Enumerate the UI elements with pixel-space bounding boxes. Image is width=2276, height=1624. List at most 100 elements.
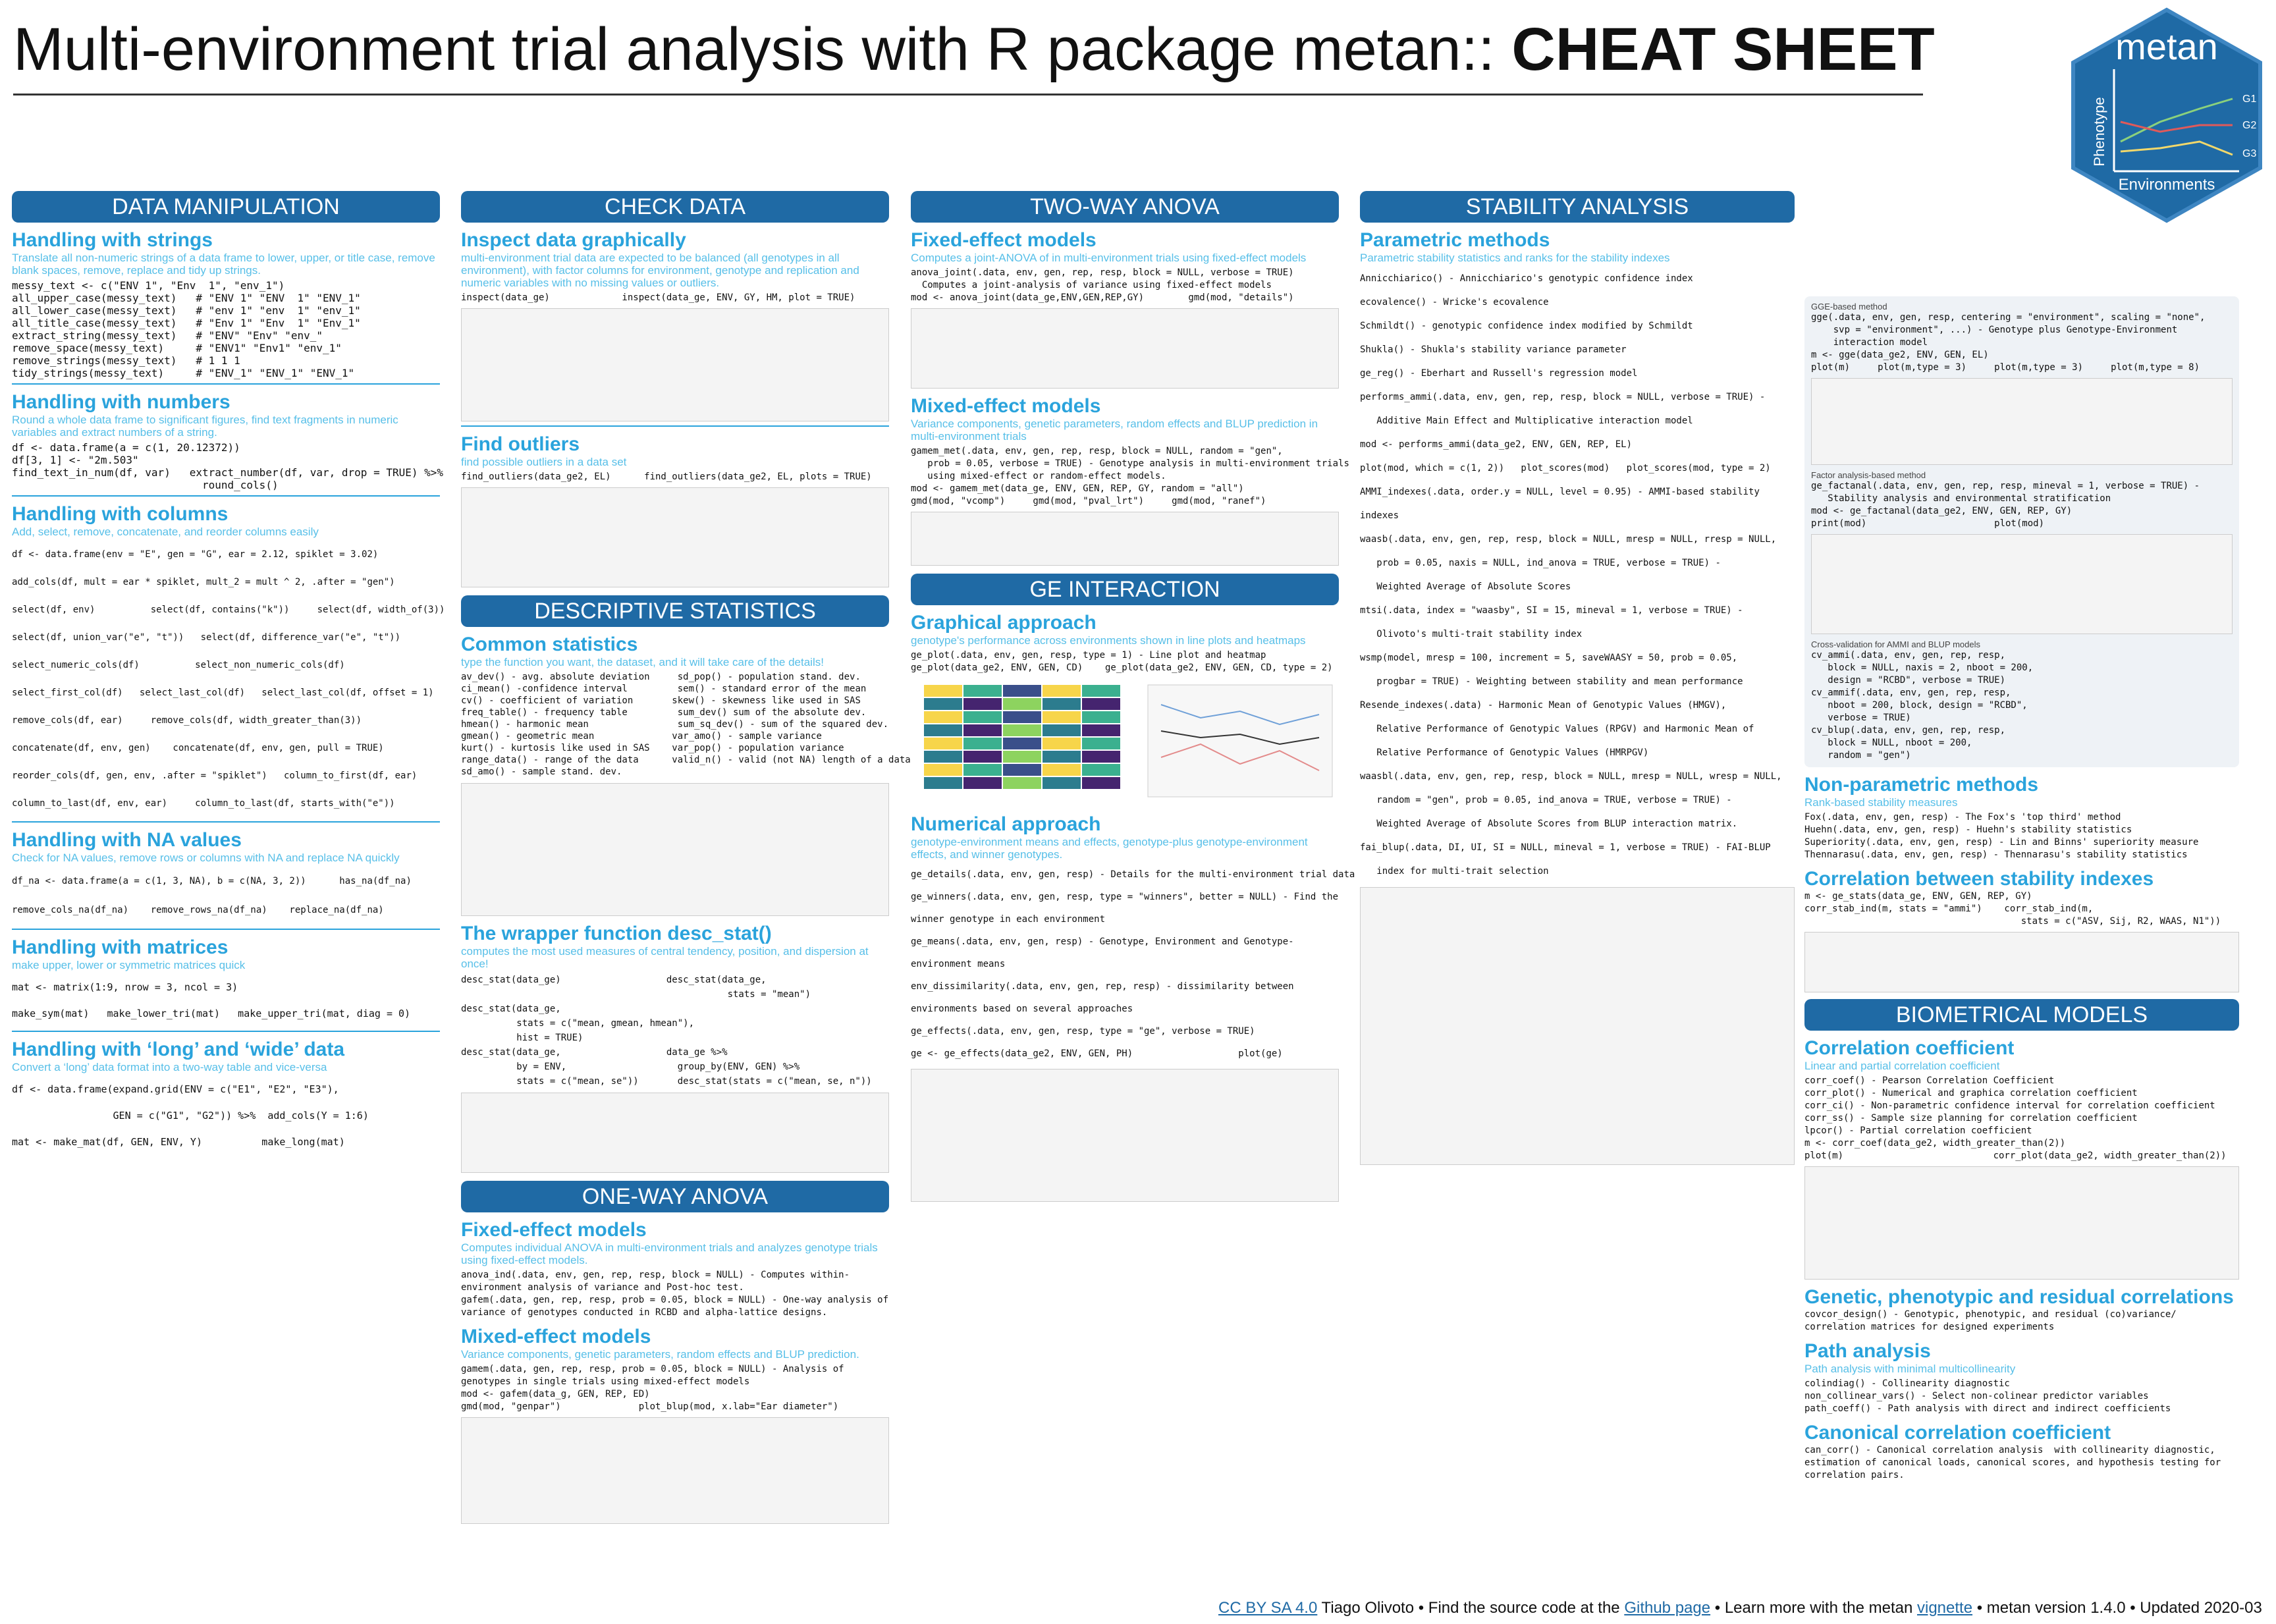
section-subtitle: Computes a joint-ANOVA of in multi-envir… bbox=[911, 252, 1307, 264]
vignette-link[interactable]: vignette bbox=[1916, 1599, 1973, 1617]
common-statistics-section: Common statistics type the function you … bbox=[461, 634, 911, 916]
heatmap-cell bbox=[1003, 764, 1041, 776]
corr-stability-section: Correlation between stability indexes m … bbox=[1804, 868, 2239, 992]
heatmap-cell bbox=[1082, 724, 1120, 736]
code-block: av_dev() - avg. absolute deviation sd_po… bbox=[461, 672, 911, 777]
section-title: Fixed-effect models bbox=[461, 1219, 647, 1241]
heatmap-cell bbox=[963, 698, 1002, 710]
corr-stab-plots bbox=[1804, 932, 2239, 992]
numerical-approach-section: Numerical approach genotype-environment … bbox=[911, 813, 1355, 1202]
heatmap-cell bbox=[1003, 685, 1041, 697]
two-way-fixed-section: Fixed-effect models Computes a joint-ANO… bbox=[911, 229, 1339, 389]
section-title: Graphical approach bbox=[911, 612, 1097, 634]
code-block: gamem_met(.data, env, gen, rep, resp, bl… bbox=[911, 446, 1349, 506]
heatmap-cell bbox=[963, 711, 1002, 723]
section-title: Canonical correlation coefficient bbox=[1804, 1422, 2111, 1444]
heatmap-cell bbox=[963, 751, 1002, 763]
column-two-way-anova: TWO-WAY ANOVA Fixed-effect models Comput… bbox=[911, 191, 1355, 1202]
logo-title: metan bbox=[2115, 26, 2218, 67]
code-block: anova_joint(.data, env, gen, rep, resp, … bbox=[911, 267, 1294, 303]
svg-text:G1: G1 bbox=[2242, 94, 2256, 105]
code-block: cv_ammi(.data, env, gen, rep, resp, bloc… bbox=[1811, 650, 2034, 761]
heatmap-cell bbox=[1082, 698, 1120, 710]
svg-text:G2: G2 bbox=[2242, 120, 2256, 131]
heatmap-cell bbox=[1043, 711, 1081, 723]
outliers-section: Find outliers find possible outliers in … bbox=[461, 433, 889, 587]
section-header-descriptive-statistics: DESCRIPTIVE STATISTICS bbox=[461, 595, 889, 627]
svg-text:Phenotype: Phenotype bbox=[2091, 97, 2107, 166]
heatmap-cell bbox=[1082, 711, 1120, 723]
code-block: mat <- matrix(1:9, nrow = 3, ncol = 3) m… bbox=[12, 981, 411, 1019]
heatmap-cell bbox=[1003, 751, 1041, 763]
wsmp-heatmaps bbox=[1360, 887, 1795, 1165]
heatmap-cell bbox=[924, 724, 962, 736]
code-block: gge(.data, env, gen, resp, centering = "… bbox=[1811, 312, 2206, 373]
section-header-check-data: CHECK DATA bbox=[461, 191, 889, 223]
factor-label: Factor analysis-based method bbox=[1811, 470, 1926, 480]
section-title: Common statistics bbox=[461, 634, 638, 655]
heatmap-cell bbox=[1043, 685, 1081, 697]
factor-output bbox=[1811, 534, 2233, 634]
heatmap-cell bbox=[1043, 738, 1081, 749]
heatmap-cell bbox=[1082, 777, 1120, 789]
section-subtitle: Computes individual ANOVA in multi-envir… bbox=[461, 1241, 878, 1266]
column-stability-analysis: STABILITY ANALYSIS Parametric methods Pa… bbox=[1360, 191, 1795, 1165]
heatmap-cell bbox=[1043, 777, 1081, 789]
numbers-section: Handling with numbers Round a whole data… bbox=[12, 391, 443, 491]
license-link[interactable]: CC BY SA 4.0 bbox=[1218, 1599, 1318, 1617]
blup-plot bbox=[461, 1417, 889, 1524]
gge-panel: GGE-based method gge(.data, env, gen, re… bbox=[1804, 296, 2239, 767]
heatmap-cell bbox=[1003, 698, 1041, 710]
column-biometrical-models: GGE-based method gge(.data, env, gen, re… bbox=[1804, 296, 2239, 1482]
section-header-stability-analysis: STABILITY ANALYSIS bbox=[1360, 191, 1795, 223]
code-block: desc_stat(data_ge) desc_stat(data_ge, st… bbox=[461, 975, 872, 1087]
desc-stat-histogram bbox=[461, 1093, 889, 1173]
section-subtitle: genotype's performance across environmen… bbox=[911, 634, 1306, 647]
section-title: Mixed-effect models bbox=[461, 1326, 651, 1347]
section-title: Inspect data graphically bbox=[461, 229, 686, 251]
graphical-approach-section: Graphical approach genotype's performanc… bbox=[911, 612, 1339, 807]
section-title: Non-parametric methods bbox=[1804, 774, 2039, 796]
ge-heatmap bbox=[924, 684, 1333, 798]
section-title: Handling with columns bbox=[12, 503, 229, 525]
heatmap-cell bbox=[963, 777, 1002, 789]
heatmap-cell bbox=[924, 764, 962, 776]
section-subtitle: Path analysis with minimal multicollinea… bbox=[1804, 1363, 2016, 1375]
code-block: df_na <- data.frame(a = c(1, 3, NA), b =… bbox=[12, 876, 412, 915]
heatmap-cell bbox=[1082, 751, 1120, 763]
parametric-methods-section: Parametric methods Parametric stability … bbox=[1360, 229, 1795, 1165]
section-subtitle: Variance components, genetic parameters,… bbox=[911, 418, 1318, 443]
one-way-fixed-section: Fixed-effect models Computes individual … bbox=[461, 1219, 889, 1319]
heatmap-cell bbox=[1043, 751, 1081, 763]
section-subtitle: multi-environment trial data are expecte… bbox=[461, 252, 859, 289]
section-subtitle: Parametric stability statistics and rank… bbox=[1360, 252, 1670, 264]
strings-section: Handling with strings Translate all non-… bbox=[12, 229, 440, 379]
code-block: messy_text <- c("ENV 1", "Env 1", "env_1… bbox=[12, 279, 361, 379]
gge-biplots bbox=[1811, 378, 2233, 465]
code-block: corr_coef() - Pearson Correlation Coeffi… bbox=[1804, 1075, 2227, 1161]
section-subtitle: Variance components, genetic parameters,… bbox=[461, 1348, 859, 1361]
section-subtitle: Convert a ‘long’ data format into a two-… bbox=[12, 1061, 327, 1073]
section-subtitle: find possible outliers in a data set bbox=[461, 456, 627, 468]
section-header-ge-interaction: GE INTERACTION bbox=[911, 574, 1339, 605]
title-divider bbox=[13, 94, 1923, 95]
heatmap-cell bbox=[1043, 724, 1081, 736]
section-subtitle: Linear and partial correlation coefficie… bbox=[1804, 1060, 2000, 1072]
page-title: Multi-environment trial analysis with R … bbox=[13, 16, 1935, 83]
genetic-corr-section: Genetic, phenotypic and residual correla… bbox=[1804, 1286, 2239, 1334]
desc-stat-section: The wrapper function desc_stat() compute… bbox=[461, 923, 889, 1173]
anova-joint-output bbox=[911, 308, 1339, 389]
code-block: ge_factanal(.data, env, gen, rep, resp, … bbox=[1811, 481, 2200, 529]
section-subtitle: Rank-based stability measures bbox=[1804, 796, 1958, 809]
code-block: df <- data.frame(env = "E", gen = "G", e… bbox=[12, 549, 445, 809]
heatmap-cell bbox=[963, 764, 1002, 776]
code-block: ge_details(.data, env, gen, resp) - Deta… bbox=[911, 869, 1355, 1059]
section-title: Parametric methods bbox=[1360, 229, 1550, 251]
code-block: ge_plot(.data, env, gen, resp, type = 1)… bbox=[911, 650, 1333, 673]
github-link[interactable]: Github page bbox=[1624, 1599, 1711, 1617]
heatmap-cell bbox=[924, 751, 962, 763]
column-check-data: CHECK DATA Inspect data graphically mult… bbox=[461, 191, 911, 1524]
heatmap-cell bbox=[1003, 777, 1041, 789]
heatmap-cell bbox=[924, 738, 962, 749]
section-subtitle: type the function you want, the dataset,… bbox=[461, 656, 824, 668]
